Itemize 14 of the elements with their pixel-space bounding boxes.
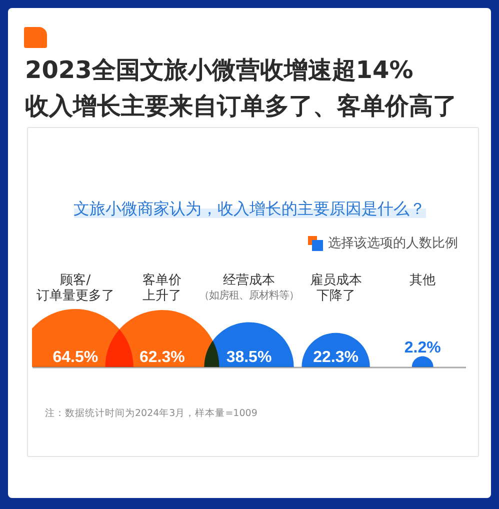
text: 注：数据统计时间为2024年3月，样本量=1009 [45,407,258,421]
legend-title: 选择该选项的人数比例 [328,235,458,252]
data-label: 2.2% [404,339,441,356]
category-label: 客单价上升了 [142,272,182,304]
category-label: 顾客/订单量更多了 [36,272,114,304]
data-label: 38.5% [226,349,272,366]
category-label: 雇员成本下降了 [310,272,362,304]
text: 文旅小微商家认为，收入增长的主要原因是什么？ [74,199,426,218]
data-label: 64.5% [52,349,98,366]
category-label: 经营成本（如房租、原材料等） [199,273,299,302]
data-label: 22.3% [313,349,358,366]
text: 2023全国文旅小微营收增速超14% 收入增长主要来自订单多了、客单价高了 [25,55,457,122]
data-label: 62.3% [140,349,185,366]
category-label: 其他 [410,273,436,288]
